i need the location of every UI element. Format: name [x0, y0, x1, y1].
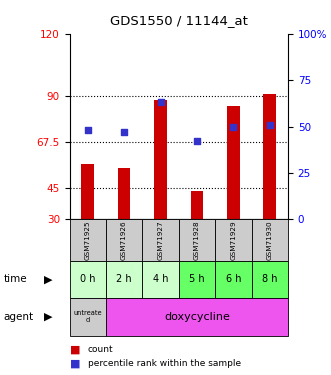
Text: 4 h: 4 h [153, 274, 168, 284]
Bar [227, 106, 240, 219]
Bar [142, 219, 179, 261]
Text: 8 h: 8 h [262, 274, 277, 284]
Text: doxycycline: doxycycline [164, 312, 230, 322]
Text: GSM71927: GSM71927 [158, 220, 164, 260]
Text: ■: ■ [70, 359, 80, 369]
Text: 6 h: 6 h [226, 274, 241, 284]
Text: time: time [3, 274, 27, 284]
Point [158, 99, 163, 105]
Bar [81, 164, 94, 219]
Text: GSM71926: GSM71926 [121, 220, 127, 260]
Text: GSM71929: GSM71929 [230, 220, 236, 260]
Text: untreate
d: untreate d [73, 310, 102, 323]
Point [194, 138, 200, 144]
Point [121, 129, 127, 135]
Bar [154, 100, 167, 219]
Text: ■: ■ [70, 345, 80, 354]
Text: count: count [88, 345, 113, 354]
Text: ▶: ▶ [44, 274, 52, 284]
Text: GDS1550 / 11144_at: GDS1550 / 11144_at [110, 14, 248, 27]
Bar [106, 298, 288, 336]
Bar [191, 190, 203, 219]
Bar [179, 219, 215, 261]
Text: GSM71928: GSM71928 [194, 220, 200, 260]
Bar [179, 261, 215, 298]
Point [231, 124, 236, 130]
Bar [215, 219, 252, 261]
Bar [70, 298, 106, 336]
Point [267, 122, 272, 128]
Bar [70, 261, 106, 298]
Text: percentile rank within the sample: percentile rank within the sample [88, 359, 241, 368]
Text: 5 h: 5 h [189, 274, 205, 284]
Bar [142, 261, 179, 298]
Text: agent: agent [3, 312, 33, 322]
Bar [118, 168, 130, 219]
Bar [106, 261, 142, 298]
Bar [70, 219, 106, 261]
Bar [263, 94, 276, 219]
Bar [106, 219, 142, 261]
Bar [252, 261, 288, 298]
Text: 2 h: 2 h [116, 274, 132, 284]
Text: ▶: ▶ [44, 312, 52, 322]
Point [85, 127, 90, 133]
Bar [215, 261, 252, 298]
Bar [252, 219, 288, 261]
Text: GSM71925: GSM71925 [85, 220, 91, 260]
Text: GSM71930: GSM71930 [267, 220, 273, 260]
Text: 0 h: 0 h [80, 274, 95, 284]
